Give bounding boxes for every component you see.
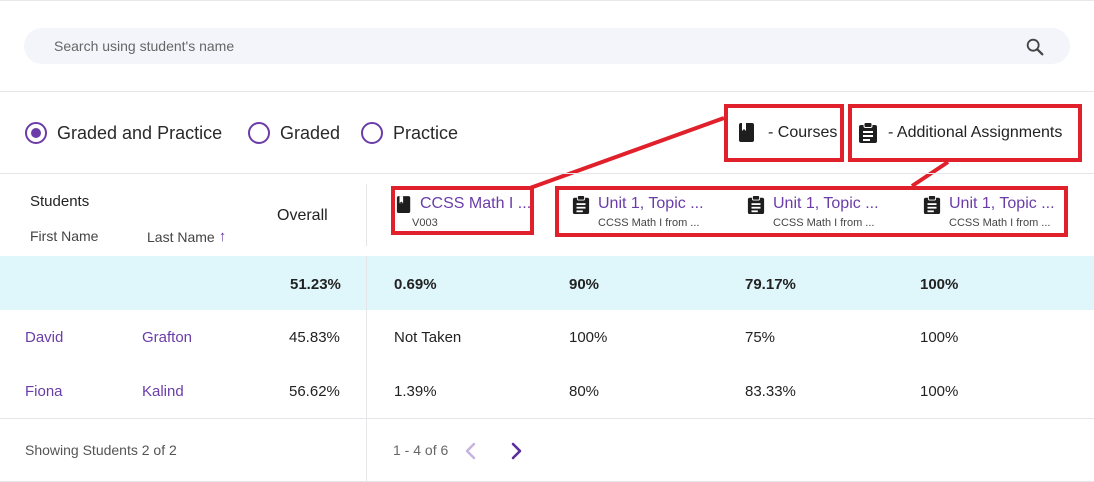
summary-value: 90% xyxy=(569,276,600,293)
clipboard-icon xyxy=(859,122,877,143)
summary-value: 0.69% xyxy=(394,276,437,293)
pagination-range: 1 - 4 of 6 xyxy=(393,442,449,458)
sort-ascending-icon: ↑ xyxy=(218,228,227,245)
column-title: Unit 1, Topic ... xyxy=(773,195,879,212)
student-overall: 45.83% xyxy=(289,329,340,346)
radio-label: Graded xyxy=(280,122,341,143)
clipboard-icon xyxy=(747,195,765,214)
column-subtitle: CCSS Math I from ... xyxy=(773,217,875,229)
last-name-header[interactable]: Last Name ↑ xyxy=(147,228,226,245)
chevron-right-icon[interactable] xyxy=(506,441,526,461)
clipboard-icon xyxy=(923,195,941,214)
radio-unchecked-icon xyxy=(248,122,270,144)
column-header-course[interactable]: CCSS Math I ... V003 xyxy=(396,195,531,229)
legend-courses: - Courses xyxy=(724,104,844,162)
top-border xyxy=(0,0,1094,1)
column-title: CCSS Math I ... xyxy=(420,195,532,212)
annotation-box-assignments xyxy=(555,186,1068,237)
students-header: Students xyxy=(30,193,90,210)
overall-header: Overall xyxy=(277,207,328,224)
summary-value: 100% xyxy=(920,276,959,293)
student-score: 75% xyxy=(745,329,776,346)
student-last-name[interactable]: Kalind xyxy=(142,383,184,400)
radio-graded[interactable]: Graded xyxy=(248,121,340,145)
student-score: 100% xyxy=(920,329,959,346)
radio-graded-and-practice[interactable]: Graded and Practice xyxy=(25,121,222,145)
radio-checked-icon xyxy=(25,122,47,144)
summary-overall: 51.23% xyxy=(290,276,341,293)
annotation-line-assignments xyxy=(910,160,950,188)
student-score: Not Taken xyxy=(394,329,462,346)
column-header-assignment-1[interactable]: Unit 1, Topic ... CCSS Math I from ... xyxy=(572,195,704,229)
column-header-assignment-2[interactable]: Unit 1, Topic ... CCSS Math I from ... xyxy=(747,195,879,229)
column-subtitle: CCSS Math I from ... xyxy=(598,217,700,229)
student-first-name[interactable]: Fiona xyxy=(25,383,63,400)
column-title: Unit 1, Topic ... xyxy=(949,195,1055,212)
column-title: Unit 1, Topic ... xyxy=(598,195,704,212)
showing-students-text: Showing Students 2 of 2 xyxy=(25,442,177,458)
column-subtitle: V003 xyxy=(412,217,438,229)
radio-unchecked-icon xyxy=(361,122,383,144)
summary-value: 79.17% xyxy=(745,276,796,293)
annotation-line-courses xyxy=(529,116,725,190)
student-score: 80% xyxy=(569,383,600,400)
column-divider xyxy=(366,256,367,482)
clipboard-icon xyxy=(572,195,590,214)
annotation-box-course xyxy=(391,186,534,235)
book-icon xyxy=(739,123,754,142)
student-first-name[interactable]: David xyxy=(25,329,64,346)
student-score: 83.33% xyxy=(745,383,796,400)
student-score: 1.39% xyxy=(394,383,437,400)
radio-label: Graded and Practice xyxy=(57,122,223,143)
column-divider xyxy=(366,184,367,246)
legend-courses-label: - Courses xyxy=(768,124,838,141)
search-icon[interactable] xyxy=(1024,36,1046,58)
last-name-header-label: Last Name xyxy=(147,228,215,245)
legend-additional-label: - Additional Assignments xyxy=(888,124,1063,141)
first-name-header[interactable]: First Name xyxy=(30,228,99,244)
column-header-assignment-3[interactable]: Unit 1, Topic ... CCSS Math I from ... xyxy=(923,195,1055,229)
student-overall: 56.62% xyxy=(289,383,340,400)
student-score: 100% xyxy=(569,329,608,346)
legend-additional-assignments: - Additional Assignments xyxy=(848,104,1082,162)
divider xyxy=(0,91,1094,92)
search-bar[interactable] xyxy=(24,28,1070,64)
chevron-left-icon[interactable] xyxy=(461,441,481,461)
search-input[interactable] xyxy=(54,28,954,64)
column-subtitle: CCSS Math I from ... xyxy=(949,217,1051,229)
divider xyxy=(0,173,1094,174)
student-score: 100% xyxy=(920,383,959,400)
book-icon xyxy=(396,196,411,213)
summary-row xyxy=(0,256,1094,310)
divider xyxy=(0,418,1094,419)
radio-practice[interactable]: Practice xyxy=(361,121,458,145)
student-last-name[interactable]: Grafton xyxy=(142,329,193,346)
radio-label: Practice xyxy=(393,122,459,143)
